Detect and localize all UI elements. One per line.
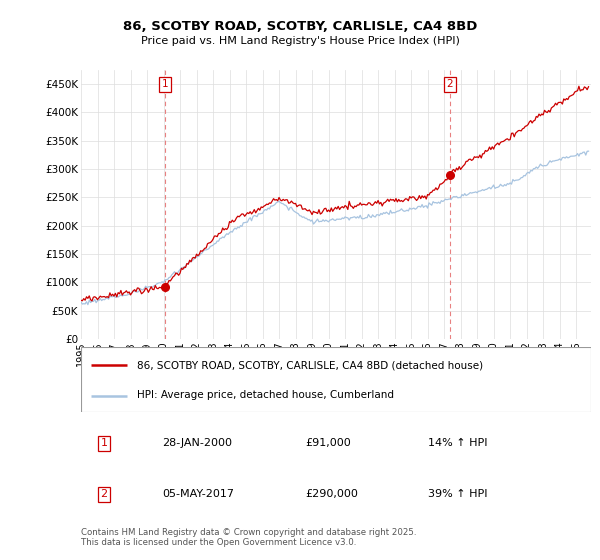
Text: 86, SCOTBY ROAD, SCOTBY, CARLISLE, CA4 8BD: 86, SCOTBY ROAD, SCOTBY, CARLISLE, CA4 8…	[123, 20, 477, 32]
Text: £91,000: £91,000	[305, 438, 351, 449]
Text: Contains HM Land Registry data © Crown copyright and database right 2025.
This d: Contains HM Land Registry data © Crown c…	[81, 528, 416, 548]
Text: 2: 2	[446, 80, 453, 90]
Text: 1: 1	[161, 80, 168, 90]
Text: 39% ↑ HPI: 39% ↑ HPI	[428, 489, 487, 500]
Text: 14% ↑ HPI: 14% ↑ HPI	[428, 438, 487, 449]
Text: 28-JAN-2000: 28-JAN-2000	[163, 438, 233, 449]
Text: £290,000: £290,000	[305, 489, 358, 500]
Text: HPI: Average price, detached house, Cumberland: HPI: Average price, detached house, Cumb…	[137, 390, 394, 400]
Text: 2: 2	[100, 489, 107, 500]
Text: 1: 1	[100, 438, 107, 449]
FancyBboxPatch shape	[81, 347, 591, 412]
Text: 05-MAY-2017: 05-MAY-2017	[163, 489, 235, 500]
Text: 86, SCOTBY ROAD, SCOTBY, CARLISLE, CA4 8BD (detached house): 86, SCOTBY ROAD, SCOTBY, CARLISLE, CA4 8…	[137, 360, 483, 370]
Text: Price paid vs. HM Land Registry's House Price Index (HPI): Price paid vs. HM Land Registry's House …	[140, 36, 460, 46]
